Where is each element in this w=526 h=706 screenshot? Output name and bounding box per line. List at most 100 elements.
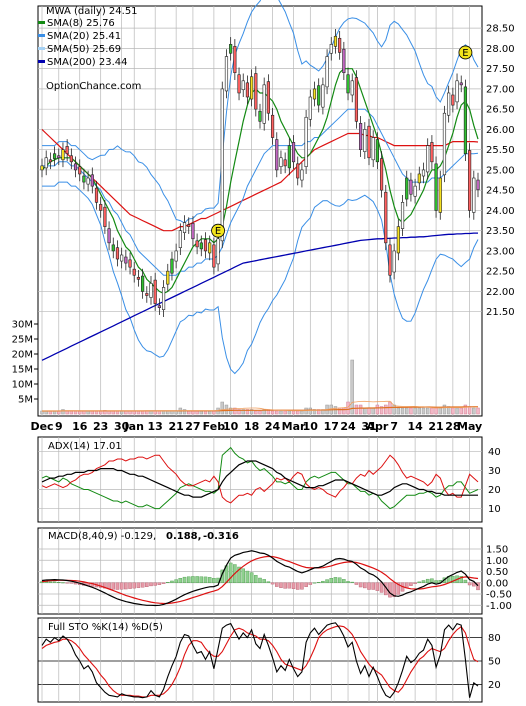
adx-tick-label: 10 [488,504,501,515]
macd-histogram-bar [467,582,472,586]
stochastic-title: Full STO %K(14) %D(5) [48,622,163,633]
macd-histogram-bar [124,582,128,590]
macd-histogram-bar [52,581,57,583]
candle-body [52,153,57,159]
adx-line [41,460,478,498]
candle-body [203,239,208,252]
candle-body [229,44,233,54]
volume-bar [400,407,405,415]
volume-bar [249,409,254,415]
bollinger-upper [42,0,479,224]
macd-histogram-bar [325,579,329,583]
candle-body [124,256,128,264]
candle-body [195,240,199,248]
candle-body [145,293,149,296]
candle-body [300,169,304,181]
candle-body [459,82,463,86]
volume-bar [442,404,447,415]
candle-body [325,56,329,88]
moving-averages [41,68,479,361]
volume-bar [438,407,442,415]
candle-body [233,46,237,74]
macd-histogram-bar [241,568,245,583]
candle-body [174,250,178,262]
macd-histogram-bar [182,576,187,583]
adx-tick-label: 20 [488,485,501,496]
stochastic-panel: 80 50 20 Full STO %K(14) %D(5) [37,617,501,703]
volume-bars [40,359,480,415]
macd-histogram-bar [178,578,183,583]
macd-hist-value: -0.316 [203,531,239,542]
price-tick-label: 23.50 [486,226,515,237]
candle-body [241,80,245,91]
candle-body [287,145,291,169]
volume-bar [237,409,241,415]
x-tick-label: 17 [324,420,339,433]
candle-body [270,114,275,138]
macd-line [41,550,479,607]
candle-body [170,258,174,274]
candle-body [291,142,296,163]
volume-bar [300,410,304,415]
x-tick-label: 10 [303,420,319,433]
candle-body [141,275,145,292]
volume-bar [245,409,250,415]
x-tick-label: Apr [366,420,388,433]
macd-histogram-bar [295,582,300,590]
volume-bar [199,410,204,415]
candle-body [69,155,73,163]
candle-body [82,175,86,183]
macd-histogram-bar [421,580,426,583]
macd-histogram-bar [312,582,317,584]
stochastic-frame [37,617,483,703]
candle-body [392,250,396,273]
macd-histogram-bar [157,582,162,585]
volume-bar [212,410,216,415]
volume-bar [375,404,380,415]
macd-lines [41,550,479,607]
volume-bar [65,410,69,415]
volume-bar [476,407,480,415]
volume-bar [254,410,258,415]
macd-histogram-bar [191,576,195,583]
candle-body [115,247,120,260]
adx-lines [41,446,479,510]
candle-body [103,206,107,227]
volume-bar [275,410,279,415]
candle-body [86,177,90,185]
candle-body [283,159,287,167]
macd-histogram-bar [337,577,342,583]
candle-body [384,191,388,244]
macd-title: MACD(8,40,9) -0.129, [48,531,156,542]
candle-body [99,204,103,211]
macd-histogram-bar [249,572,254,583]
x-tick-label: 24 [265,420,281,433]
x-tick-label: Mar [282,420,306,433]
candle-body [266,81,270,114]
macd-histogram-bar [430,578,434,583]
macd-histogram-bar [459,576,463,583]
macd-histogram-bar [321,580,325,583]
candle-body [451,94,455,106]
candle-body [371,137,375,161]
candle-body [245,82,250,98]
legend-label: SMA(8) 25.76 [47,18,115,29]
earnings-marker [211,223,225,238]
macd-histogram-bar [300,582,304,590]
volume-bar [459,407,463,415]
candle-body [57,155,61,159]
candle-body [153,279,157,304]
macd-frame [37,527,483,615]
earnings-marker-label: E [215,226,221,237]
price-panel: 28.50 28.00 27.50 27.00 26.50 26.00 25.50 25.00… [12,0,515,433]
candle-body [107,228,111,244]
legend-label: SMA(50) 25.69 [47,44,121,55]
x-tick-label: 14 [407,420,423,433]
candle-body [296,163,300,179]
macd-histogram-bar [107,582,111,590]
volume-tick-label: 10M [12,380,33,391]
macd-histogram-bar [145,582,149,587]
price-tick-label: 21.50 [486,307,515,318]
